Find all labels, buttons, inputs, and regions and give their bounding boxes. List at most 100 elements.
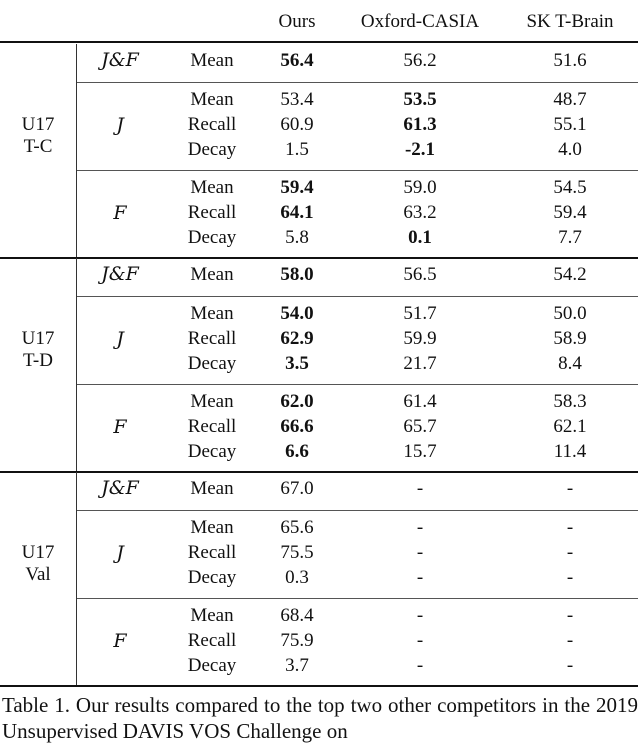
value-ours: 75.5 [280,542,314,563]
measure-f: F [113,630,127,652]
value-ours: 66.6 [280,416,314,437]
value-oxford: 15.7 [403,441,437,462]
measure-j: J [116,542,124,564]
vertical-divider [76,258,77,472]
value-sk: 7.7 [558,227,582,248]
value-ours: 64.1 [280,202,314,223]
metric-label: Mean [190,177,234,198]
value-oxford: 65.7 [403,416,437,437]
dataset-label: U17 [21,542,55,563]
value-sk: 11.4 [553,441,587,462]
metric-label: Decay [187,139,237,160]
value-ours: 67.0 [280,478,314,499]
value-sk: 50.0 [553,303,587,324]
measure-j: J [116,328,124,350]
measure-f: F [113,416,127,438]
value-oxford: 21.7 [403,353,437,374]
group-rule [77,296,638,297]
value-ours: 65.6 [280,517,314,538]
value-ours: 53.4 [280,89,314,110]
value-sk: - [566,605,574,626]
value-sk: - [566,567,574,588]
value-sk: 8.4 [558,353,582,374]
value-sk: - [566,517,574,538]
value-ours: 3.7 [285,655,309,676]
value-oxford: 56.2 [403,50,437,71]
measure-f: F [113,202,127,224]
value-sk: 4.0 [558,139,582,160]
metric-label: Mean [190,605,234,626]
measure-jf: J&F [101,263,139,285]
section-rule [0,257,638,259]
metric-label: Mean [190,303,234,324]
value-ours: 54.0 [280,303,314,324]
dataset-label: Val [25,564,51,585]
bottom-rule [0,685,638,687]
value-sk: 51.6 [553,50,587,71]
metric-label: Mean [190,478,234,499]
value-sk: 59.4 [553,202,587,223]
group-rule [77,384,638,385]
value-ours: 62.9 [280,328,314,349]
value-oxford: - [416,567,424,588]
value-ours: 68.4 [280,605,314,626]
group-rule [77,510,638,511]
value-sk: 58.3 [553,391,587,412]
vertical-divider [76,472,77,686]
value-oxford: - [416,655,424,676]
value-ours: 58.0 [280,264,314,285]
value-sk: - [566,630,574,651]
group-rule [77,82,638,83]
metric-label: Mean [190,50,234,71]
metric-label: Decay [187,441,237,462]
value-sk: 54.5 [553,177,587,198]
metric-label: Recall [187,542,237,563]
value-ours: 0.3 [285,567,309,588]
value-oxford: -2.1 [404,139,436,160]
header-oxford-casia: Oxford-CASIA [360,11,480,32]
header-ours: Ours [278,11,316,32]
value-ours: 6.6 [285,441,309,462]
metric-label: Recall [187,114,237,135]
value-ours: 75.9 [280,630,314,651]
measure-jf: J&F [101,49,139,71]
value-sk: 48.7 [553,89,587,110]
metric-label: Recall [187,630,237,651]
value-sk: - [566,478,574,499]
measure-j: J [116,114,124,136]
value-oxford: 0.1 [408,227,432,248]
value-sk: - [566,542,574,563]
metric-label: Decay [187,655,237,676]
value-ours: 60.9 [280,114,314,135]
value-sk: 55.1 [553,114,587,135]
group-rule [77,170,638,171]
header-sk-t-brain: SK T-Brain [526,11,614,32]
dataset-label: T-C [23,136,53,157]
metric-label: Mean [190,264,234,285]
metric-label: Recall [187,202,237,223]
value-ours: 3.5 [285,353,309,374]
measure-jf: J&F [101,477,139,499]
value-oxford: 59.9 [403,328,437,349]
dataset-label: U17 [21,114,55,135]
value-oxford: 61.4 [403,391,437,412]
value-oxford: - [416,478,424,499]
metric-label: Decay [187,567,237,588]
section-rule [0,471,638,473]
group-rule [77,598,638,599]
value-ours: 62.0 [280,391,314,412]
value-oxford: 56.5 [403,264,437,285]
table-caption: Table 1. Our results compared to the top… [2,693,638,743]
vertical-divider [76,44,77,258]
value-oxford: - [416,605,424,626]
metric-label: Recall [187,328,237,349]
value-oxford: 53.5 [403,89,437,110]
value-oxford: 59.0 [403,177,437,198]
value-sk: 54.2 [553,264,587,285]
metric-label: Recall [187,416,237,437]
metric-label: Decay [187,227,237,248]
metric-label: Decay [187,353,237,374]
value-oxford: 61.3 [403,114,437,135]
value-oxford: - [416,630,424,651]
metric-label: Mean [190,517,234,538]
